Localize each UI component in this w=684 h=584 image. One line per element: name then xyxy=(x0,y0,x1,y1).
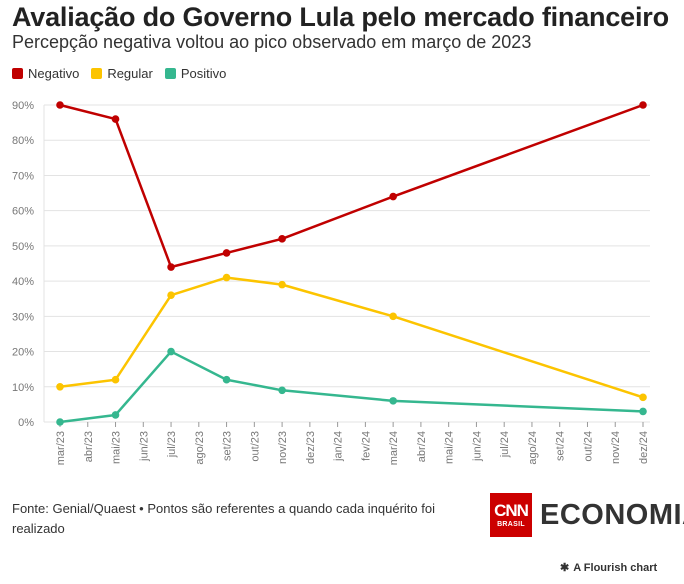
data-point-positivo[interactable] xyxy=(278,386,286,395)
data-point-regular[interactable] xyxy=(222,273,231,282)
x-tick-label: nov/24 xyxy=(610,431,622,464)
economia-logo: ECONOMIA xyxy=(540,499,684,531)
cnn-logo-text: CNN xyxy=(494,501,529,520)
data-point-positivo[interactable] xyxy=(389,397,397,405)
y-tick-label: 40% xyxy=(12,276,34,288)
y-tick-label: 10% xyxy=(12,382,34,394)
data-point-positivo[interactable] xyxy=(167,347,175,356)
data-point-regular[interactable] xyxy=(278,280,286,289)
x-tick-label: dez/23 xyxy=(305,431,317,464)
y-tick-label: 60% xyxy=(12,206,34,218)
legend-label-positivo: Positivo xyxy=(180,66,227,81)
legend-label-regular: Regular xyxy=(107,66,153,81)
x-tick-label: dez/24 xyxy=(638,431,650,464)
chart-subtitle: Percepção negativa voltou ao pico observ… xyxy=(12,32,532,52)
data-point-negativo[interactable] xyxy=(56,101,64,109)
x-tick-label: set/23 xyxy=(222,431,234,461)
data-point-regular[interactable] xyxy=(56,382,64,391)
x-tick-label: ago/23 xyxy=(194,431,206,465)
data-point-positivo[interactable] xyxy=(639,407,647,416)
x-tick-label: jul/23 xyxy=(166,431,178,458)
flourish-credit[interactable]: ✱ A Flourish chart xyxy=(560,561,658,575)
legend-item-negativo[interactable]: Negativo xyxy=(12,66,79,81)
data-point-regular[interactable] xyxy=(389,312,397,321)
x-tick-label: jun/23 xyxy=(138,431,150,462)
grid xyxy=(43,104,650,423)
flourish-credit-text: A Flourish chart xyxy=(573,561,658,574)
y-axis: 0% 10% 20% 30% 40% 50% 60% 70% 80% 90% xyxy=(12,100,34,429)
data-point-regular[interactable] xyxy=(167,291,175,300)
x-tick-label: jan/24 xyxy=(333,431,345,462)
x-axis: mar/23 abr/23 mai/23 jun/23 jul/23 ago/23 set/… xyxy=(55,422,650,465)
series-lines xyxy=(58,103,645,424)
x-tick-label: mai/23 xyxy=(111,431,123,464)
legend-label-negativo: Negativo xyxy=(28,66,80,81)
y-tick-label: 30% xyxy=(12,311,34,323)
brasil-logo-text: BRASIL xyxy=(497,521,525,528)
y-tick-label: 70% xyxy=(12,170,34,182)
legend: Negativo Regular Positivo xyxy=(12,66,226,81)
data-point-negativo[interactable] xyxy=(278,235,286,243)
legend-swatch-regular xyxy=(91,68,103,79)
data-point-negativo[interactable] xyxy=(222,249,231,257)
data-point-positivo[interactable] xyxy=(222,375,231,384)
x-tick-label: jul/24 xyxy=(499,431,511,458)
x-tick-label: mai/24 xyxy=(444,431,456,464)
series-line-negativo[interactable] xyxy=(58,103,645,269)
legend-swatch-positivo xyxy=(164,68,176,79)
y-tick-label: 20% xyxy=(12,347,34,359)
flourish-icon: ✱ xyxy=(560,562,570,574)
x-tick-label: fev/24 xyxy=(360,431,372,461)
chart-title: Avaliação do Governo Lula pelo mercado f… xyxy=(12,2,669,32)
x-tick-label: abr/23 xyxy=(83,431,95,462)
x-tick-label: out/23 xyxy=(249,431,261,462)
data-point-regular[interactable] xyxy=(639,393,647,402)
legend-swatch-negativo xyxy=(12,68,23,79)
y-tick-label: 0% xyxy=(18,417,34,429)
series-points xyxy=(56,101,647,426)
y-tick-label: 80% xyxy=(12,135,34,147)
x-tick-label: nov/23 xyxy=(277,431,289,464)
cnn-brasil-logo: CNN BRASIL xyxy=(490,493,532,537)
x-tick-label: mar/24 xyxy=(388,431,400,465)
data-point-negativo[interactable] xyxy=(389,192,397,201)
x-tick-label: jun/24 xyxy=(471,431,483,462)
x-tick-label: out/24 xyxy=(582,431,594,462)
data-point-positivo[interactable] xyxy=(111,411,120,419)
source-note: Fonte: Genial/Quaest • Pontos são refere… xyxy=(12,501,435,536)
x-tick-label: set/24 xyxy=(555,431,567,461)
x-tick-label: ago/24 xyxy=(527,431,539,465)
data-point-negativo[interactable] xyxy=(111,115,120,123)
y-tick-label: 90% xyxy=(12,100,34,112)
legend-item-regular[interactable]: Regular xyxy=(91,66,153,81)
legend-item-positivo[interactable]: Positivo xyxy=(164,66,227,81)
x-tick-label: mar/23 xyxy=(55,431,67,465)
data-point-negativo[interactable] xyxy=(639,101,647,109)
data-point-positivo[interactable] xyxy=(56,418,64,426)
line-chart: 0% 10% 20% 30% 40% 50% 60% 70% 80% 90% mar/23 abr/… xyxy=(12,100,650,465)
data-point-regular[interactable] xyxy=(111,375,120,384)
y-tick-label: 50% xyxy=(12,241,34,253)
data-point-negativo[interactable] xyxy=(167,263,175,271)
x-tick-label: abr/24 xyxy=(416,431,428,462)
